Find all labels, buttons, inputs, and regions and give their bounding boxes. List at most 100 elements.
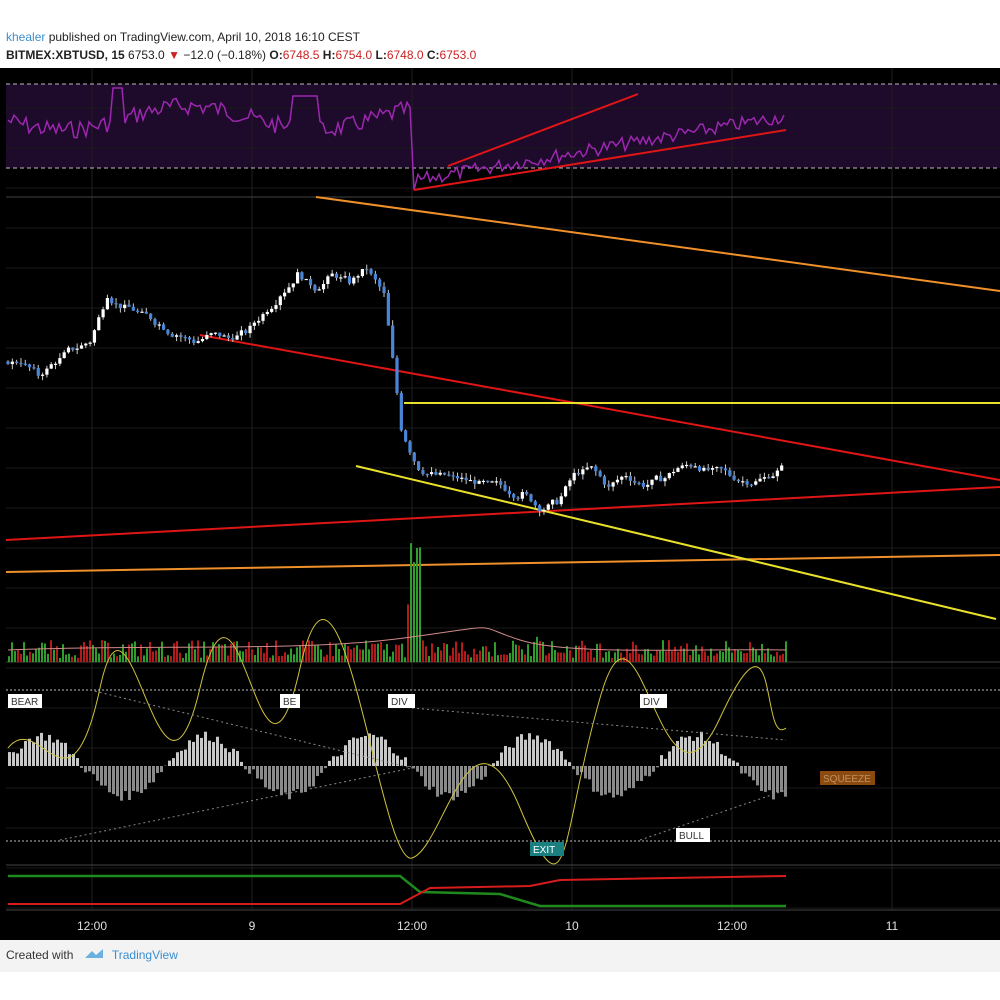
momentum-bar	[456, 766, 459, 797]
momentum-bar	[428, 766, 431, 790]
candle-body	[192, 339, 196, 343]
volume-bar	[620, 652, 622, 662]
volume-bar	[593, 657, 595, 662]
momentum-bar	[32, 742, 35, 766]
candle-body	[187, 337, 192, 340]
momentum-bar	[64, 742, 67, 766]
momentum-bar	[148, 766, 151, 783]
candle-body	[174, 335, 179, 337]
candle-body	[270, 308, 274, 312]
trendlines	[5, 196, 1000, 620]
volume-bar	[587, 651, 589, 662]
candle-body	[667, 473, 671, 479]
momentum-bar	[780, 766, 783, 793]
candle-body	[373, 273, 377, 280]
momentum-bar	[620, 766, 623, 797]
volume-bar	[95, 648, 97, 662]
volume-bar	[74, 655, 76, 662]
author-link[interactable]: khealer	[6, 30, 46, 44]
candle-body	[546, 504, 550, 510]
volume-bar	[743, 653, 745, 662]
candle-body	[378, 279, 382, 287]
volume-bar	[62, 644, 64, 662]
volume-bar	[536, 636, 538, 662]
volume-bar	[272, 655, 274, 662]
momentum-bar	[484, 766, 487, 777]
candle-body	[144, 311, 148, 314]
candle-body	[352, 277, 356, 284]
candle-body	[71, 347, 75, 350]
candle-body	[347, 276, 352, 284]
volume-bar	[263, 653, 265, 662]
volume-bar	[641, 654, 643, 662]
volume-bar	[431, 643, 433, 662]
candle-body	[105, 297, 110, 310]
volume-bar	[314, 645, 316, 662]
volume-bar	[152, 651, 154, 662]
volume-bar	[617, 648, 619, 662]
exit-label-bg	[530, 842, 564, 856]
volume-bar	[215, 646, 217, 662]
candle-body	[702, 467, 706, 471]
publish-line: khealer published on TradingView.com, Ap…	[6, 30, 360, 44]
volume-bar	[275, 640, 277, 662]
candle-body	[118, 303, 122, 309]
volume-bar	[83, 642, 85, 662]
volume-bar	[497, 655, 499, 662]
volume-bar	[404, 657, 406, 662]
volume-bar	[395, 644, 397, 662]
momentum-bar	[232, 748, 235, 766]
volume-bar	[356, 645, 358, 662]
volume-bar	[656, 650, 658, 662]
momentum-bar	[352, 737, 355, 766]
volume-bar	[11, 642, 13, 662]
candle-body	[19, 362, 23, 365]
created-with: Created with TradingView	[6, 948, 178, 963]
momentum-bar	[668, 751, 671, 766]
momentum-bar	[160, 766, 163, 773]
volume-bar	[434, 652, 436, 662]
momentum-bar	[340, 755, 343, 766]
volume-bar	[212, 642, 214, 662]
volume-bar	[164, 656, 166, 662]
momentum-bar	[568, 762, 571, 766]
momentum-bar	[616, 766, 619, 795]
tradingview-link[interactable]: TradingView	[111, 948, 178, 962]
momentum-bar	[736, 762, 739, 766]
price-change: −12.0 (−0.18%)	[183, 48, 267, 62]
volume-ma-line	[7, 627, 787, 651]
momentum-bar	[676, 740, 679, 766]
candle-body	[736, 479, 741, 482]
momentum-bar	[448, 766, 451, 794]
volume-bar	[548, 653, 550, 662]
volume-bar	[101, 640, 103, 662]
volume-bar	[389, 656, 391, 662]
momentum-bar	[632, 766, 635, 789]
momentum-bar	[548, 741, 551, 766]
volume-bar	[398, 645, 400, 662]
momentum-bar	[348, 740, 351, 766]
bear-label-2: BE	[283, 697, 297, 708]
momentum-bar	[648, 766, 651, 777]
volume-bar	[749, 642, 751, 662]
volume-bar	[707, 655, 709, 662]
chart-background	[0, 68, 1000, 940]
volume-bar	[452, 647, 454, 662]
volume-bar	[320, 649, 322, 662]
bear-label-bg	[8, 694, 42, 708]
candle-body	[179, 335, 183, 338]
volume-bar	[8, 656, 10, 662]
momentum-bar	[176, 752, 179, 766]
volume-bar	[341, 655, 343, 662]
candle-body	[464, 477, 468, 481]
volume-bar	[422, 640, 424, 662]
candle-body	[200, 339, 205, 342]
momentum-bar	[8, 752, 11, 766]
volume-bar	[629, 653, 631, 662]
volume-bar	[407, 604, 409, 662]
candle-body	[676, 468, 680, 472]
momentum-bar	[604, 766, 607, 795]
momentum-bar	[120, 766, 123, 801]
momentum-bar	[592, 766, 595, 792]
